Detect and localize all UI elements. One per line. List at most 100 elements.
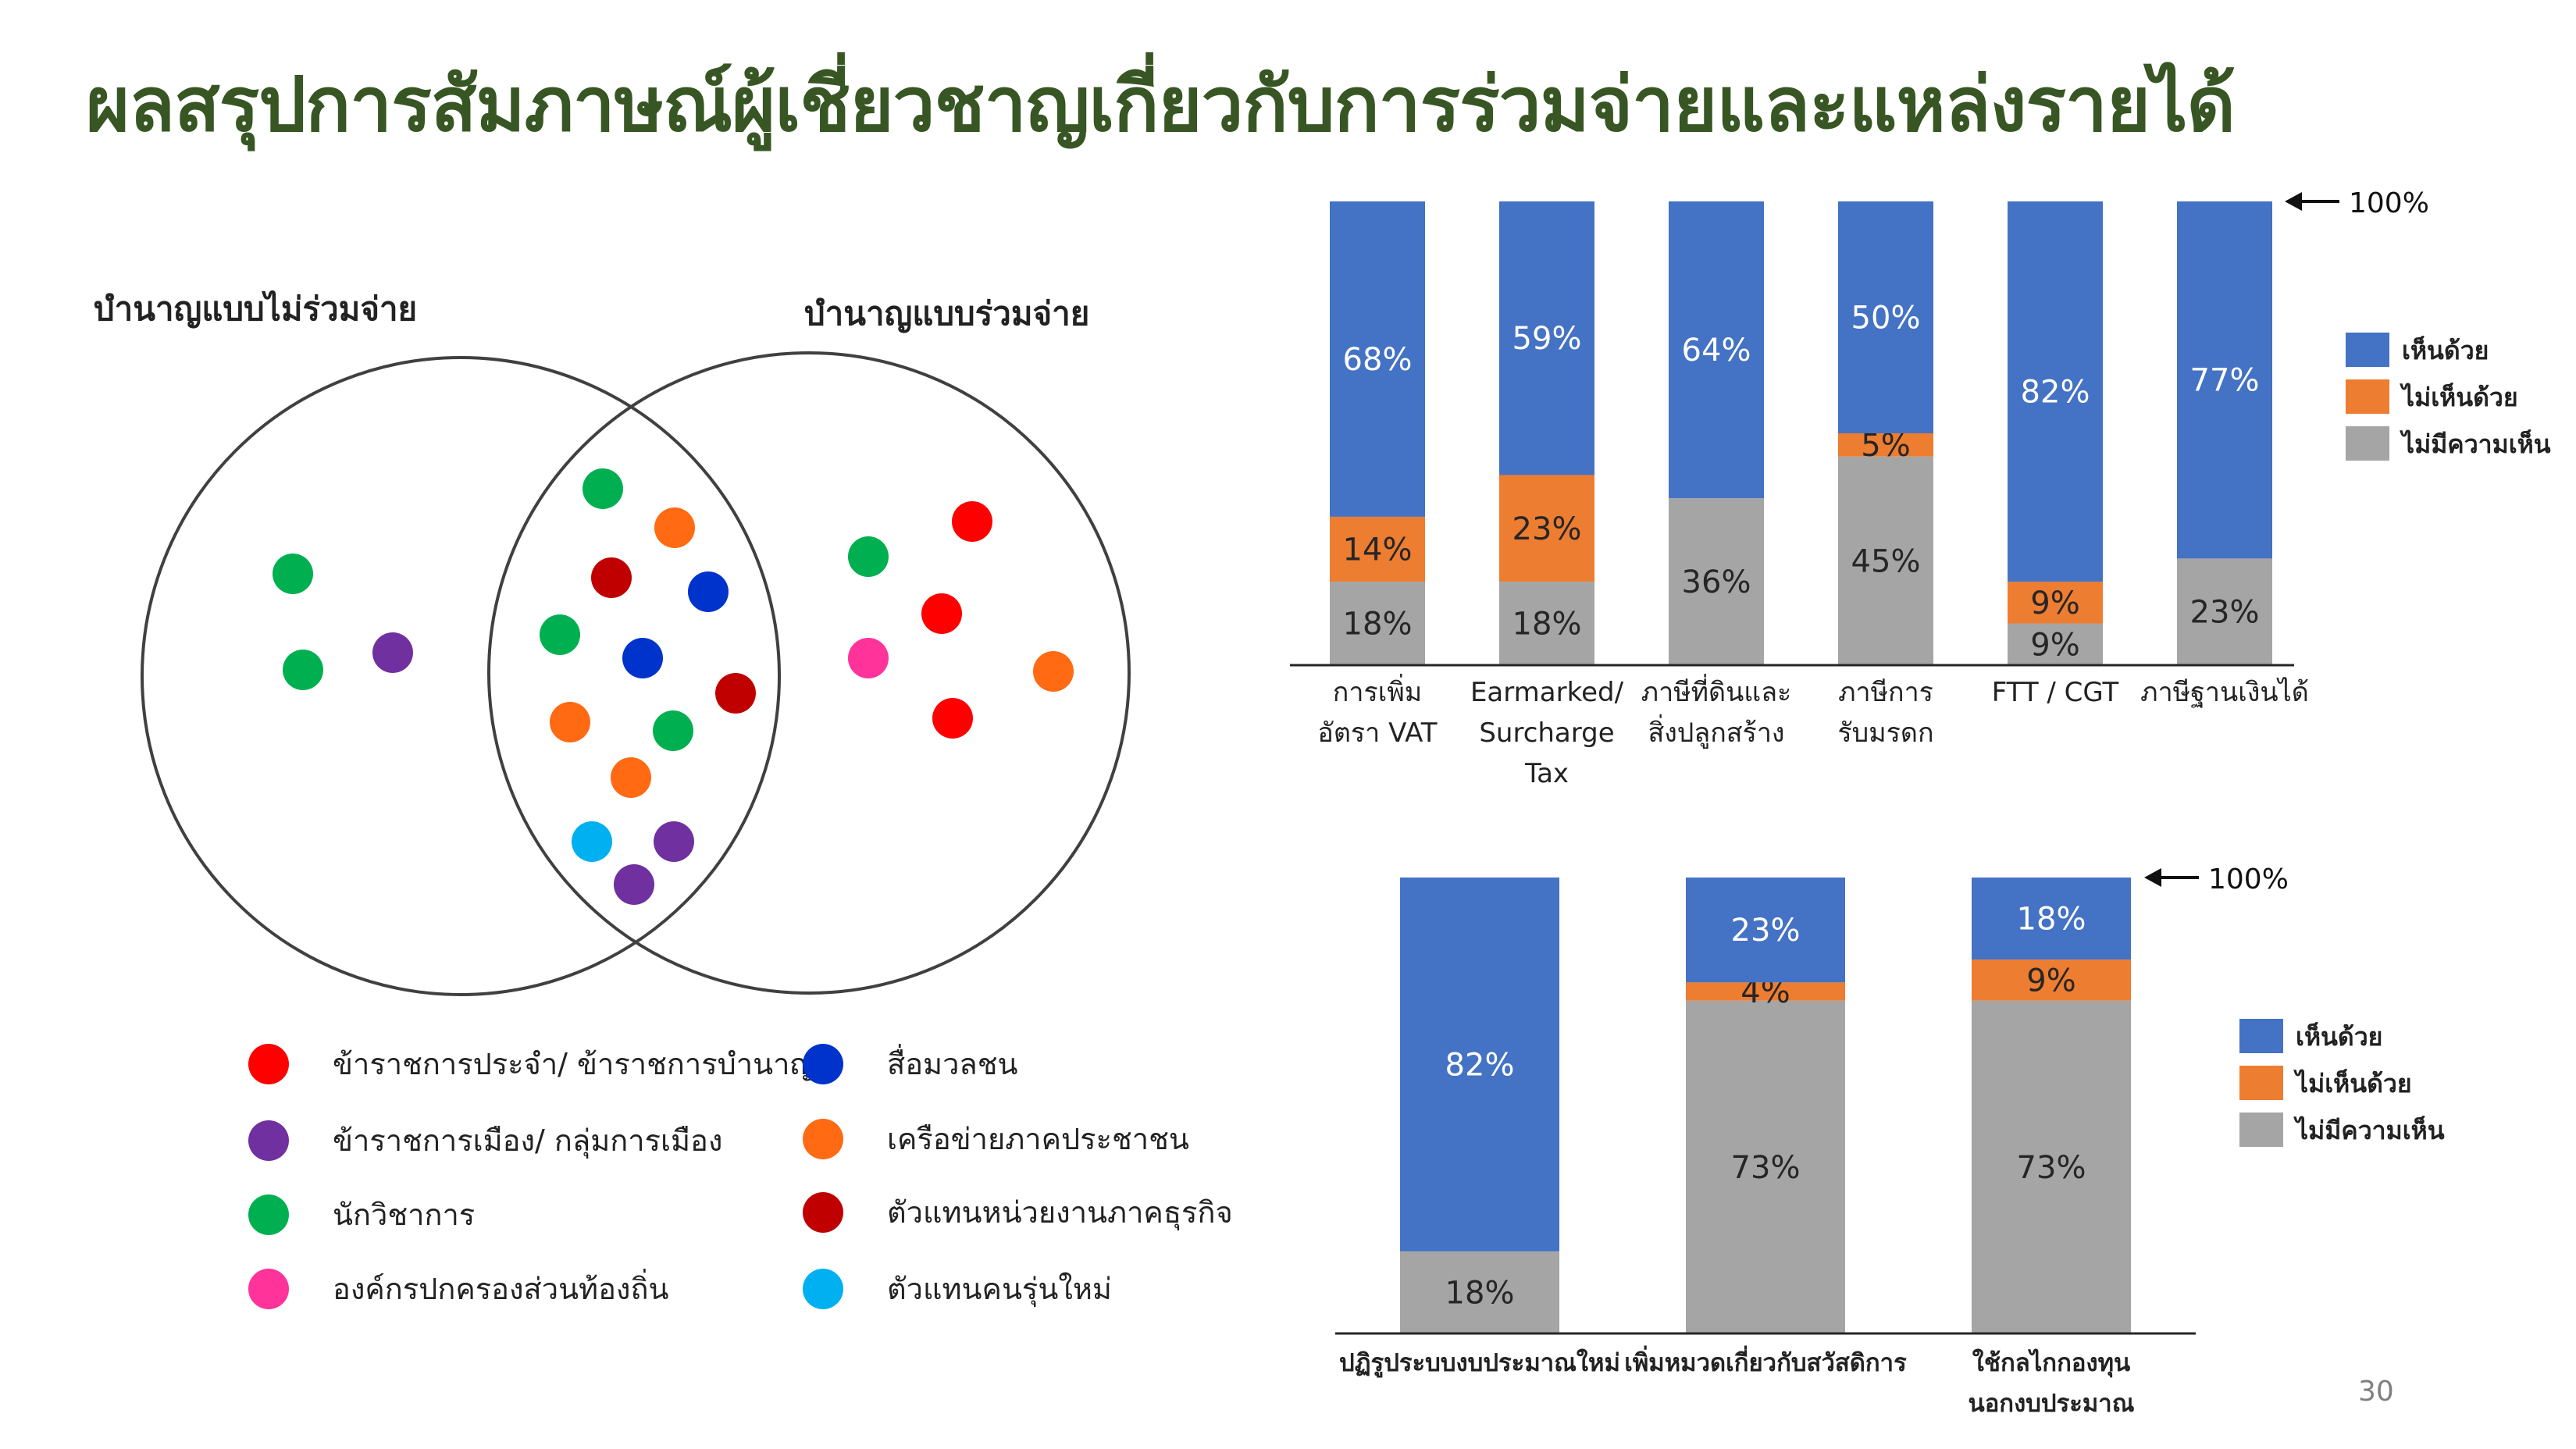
cyan-dot-icon bbox=[572, 821, 612, 862]
arrow-left-icon bbox=[2285, 192, 2302, 211]
venn-left-label: บำนาญแบบไม่ร่วมจ่าย bbox=[94, 290, 417, 329]
bar-segment bbox=[1330, 582, 1425, 665]
arrow-left-icon bbox=[2144, 868, 2161, 887]
bar-segment bbox=[1400, 878, 1559, 1251]
data-label: 23% bbox=[1512, 511, 1582, 547]
group-legend-label: ตัวแทนหน่วยงานภาคธุรกิจ bbox=[887, 1195, 1233, 1230]
page-number: 30 bbox=[2358, 1376, 2394, 1408]
bar-segment bbox=[1400, 1251, 1559, 1333]
data-label: 82% bbox=[1445, 1047, 1515, 1083]
group-legend-item: ตัวแทนหน่วยงานภาคธุรกิจ bbox=[803, 1188, 1233, 1236]
legend-label: ไม่เห็นด้วย bbox=[2400, 382, 2518, 412]
data-label: 23% bbox=[1731, 913, 1801, 949]
green-dot-icon bbox=[653, 710, 693, 751]
venn-right-circle bbox=[487, 351, 1131, 995]
data-label: 9% bbox=[2030, 627, 2079, 663]
data-label: 9% bbox=[2026, 963, 2075, 999]
bar-segment bbox=[1686, 878, 1845, 983]
data-label: 18% bbox=[2017, 902, 2086, 938]
group-legend-item: องค์กรปกครองส่วนท้องถิ่น bbox=[248, 1265, 668, 1312]
chart-revenue-sources: 18% 14% 68% การเพิ่มอัตรา VAT 18% 23% 59% Earma… bbox=[1290, 187, 2551, 789]
green-dot-icon bbox=[283, 650, 323, 690]
purple-dot-icon bbox=[654, 821, 694, 862]
purple-dot-icon bbox=[372, 632, 413, 673]
category-label: รับมรดก bbox=[1837, 717, 1933, 749]
legend-label: ไม่มีความเห็น bbox=[2400, 429, 2551, 459]
data-label: 77% bbox=[2190, 363, 2260, 399]
group-legend-label: นักวิชาการ bbox=[333, 1198, 476, 1232]
group-legend-item: ตัวแทนคนรุ่นใหม่ bbox=[803, 1265, 1112, 1312]
category-label: เพิ่มหมวดเกี่ยวกับสวัสดิการ bbox=[1624, 1345, 1907, 1377]
navy-dot-icon bbox=[622, 638, 663, 678]
bar-segment bbox=[2008, 201, 2103, 582]
category-label: อัตรา VAT bbox=[1317, 717, 1437, 749]
group-legend-label: เครือข่ายภาคประชาชน bbox=[887, 1122, 1189, 1156]
bar-segment bbox=[1972, 878, 2131, 960]
red-dot-icon bbox=[248, 1043, 289, 1084]
darkred-dot-icon bbox=[715, 673, 756, 714]
purple-dot-icon bbox=[248, 1120, 289, 1161]
category-label: ใช้กลไกกองทุน bbox=[1972, 1348, 2130, 1378]
data-label: 64% bbox=[1682, 333, 1751, 368]
group-legend-item: ข้าราชการเมือง/ กลุ่มการเมือง bbox=[248, 1116, 722, 1164]
green-dot-icon bbox=[848, 536, 889, 577]
category-label: การเพิ่ม bbox=[1333, 674, 1422, 708]
data-label: 73% bbox=[1731, 1150, 1801, 1186]
cyan-dot-icon bbox=[803, 1268, 843, 1309]
category-label: สิ่งปลูกสร้าง bbox=[1648, 714, 1784, 749]
group-legend-label: ข้าราชการเมือง/ กลุ่มการเมือง bbox=[333, 1123, 723, 1158]
page-title: ผลสรุปการสัมภาษณ์ผู้เชี่ยวชาญเกี่ยวกับกา… bbox=[86, 61, 2236, 148]
purple-dot-icon bbox=[614, 864, 654, 905]
group-legend-label: สื่อมวลชน bbox=[887, 1047, 1018, 1081]
data-label: 18% bbox=[1445, 1275, 1515, 1311]
marker-100-label: 100% bbox=[2349, 187, 2429, 219]
red-dot-icon bbox=[952, 501, 992, 542]
bar-segment bbox=[1972, 959, 2131, 1001]
legend-label: ไม่มีความเห็น bbox=[2293, 1115, 2445, 1145]
data-label: 23% bbox=[2190, 595, 2260, 631]
pink-dot-icon bbox=[848, 638, 889, 678]
group-legend-item: นักวิชาการ bbox=[248, 1191, 475, 1238]
bar-segment bbox=[2177, 201, 2272, 559]
bar-segment bbox=[2008, 582, 2103, 624]
group-legend-label: องค์กรปกครองส่วนท้องถิ่น bbox=[333, 1272, 669, 1306]
red-dot-icon bbox=[932, 698, 973, 739]
bar-segment bbox=[1669, 498, 1764, 665]
data-label: 59% bbox=[1512, 321, 1582, 357]
orange-dot-icon bbox=[611, 757, 651, 798]
venn-left-circle bbox=[141, 356, 781, 996]
data-label: 36% bbox=[1682, 564, 1751, 600]
legend-label: เห็นด้วย bbox=[2296, 1021, 2382, 1052]
bar-segment bbox=[1330, 201, 1425, 517]
bar-segment bbox=[1669, 201, 1764, 499]
data-label: 50% bbox=[1851, 301, 1921, 336]
data-label: 68% bbox=[1343, 342, 1413, 378]
data-label: 18% bbox=[1512, 607, 1582, 643]
bar-segment bbox=[1838, 456, 1933, 665]
green-dot-icon bbox=[273, 554, 313, 594]
navy-dot-icon bbox=[803, 1043, 843, 1084]
legend-swatch bbox=[2346, 333, 2389, 367]
data-label: 9% bbox=[2030, 586, 2079, 621]
group-legend-item: เครือข่ายภาคประชาชน bbox=[803, 1115, 1189, 1162]
navy-dot-icon bbox=[688, 571, 729, 612]
orange-dot-icon bbox=[550, 702, 590, 742]
group-legend-item: สื่อมวลชน bbox=[803, 1040, 1017, 1088]
red-dot-icon bbox=[921, 593, 962, 634]
legend-label: เห็นด้วย bbox=[2402, 335, 2489, 365]
category-label: ภาษีที่ดินและ bbox=[1641, 674, 1792, 708]
data-label: 5% bbox=[1861, 428, 1910, 464]
bar-segment bbox=[1686, 982, 1845, 1001]
bar-segment bbox=[1499, 582, 1594, 665]
bar-segment bbox=[1972, 1000, 2131, 1333]
bar-segment bbox=[1499, 475, 1594, 582]
bar-segment bbox=[1686, 1000, 1845, 1333]
data-label: 14% bbox=[1343, 532, 1413, 568]
green-dot-icon bbox=[540, 614, 580, 655]
group-legend-label: ข้าราชการประจำ/ ข้าราชการบำนาญ bbox=[333, 1047, 815, 1081]
data-label: 73% bbox=[2017, 1150, 2086, 1186]
orange-dot-icon bbox=[803, 1118, 843, 1159]
category-label: Earmarked/ bbox=[1470, 677, 1624, 708]
data-label: 82% bbox=[2021, 375, 2090, 411]
bar-segment bbox=[1838, 433, 1933, 457]
